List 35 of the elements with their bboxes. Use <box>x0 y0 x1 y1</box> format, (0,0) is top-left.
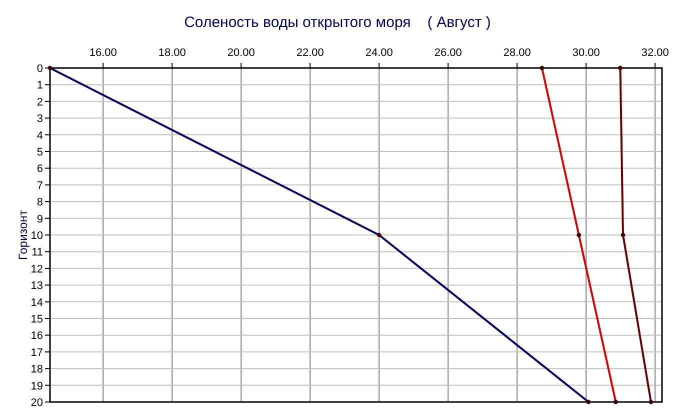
y-tick-label: 2 <box>36 96 43 108</box>
y-tick-label: 10 <box>30 230 43 242</box>
y-tick-label: 20 <box>30 397 43 409</box>
chart-title: Соленость воды открытого моря ( Август ) <box>184 14 491 31</box>
x-tick-label: 20.00 <box>227 47 255 59</box>
y-tick-label: 16 <box>30 330 43 342</box>
y-tick-label: 14 <box>30 296 43 309</box>
x-tick-label: 22.00 <box>296 47 324 59</box>
y-tick-label: 5 <box>36 146 43 158</box>
x-tick-label: 26.00 <box>434 47 462 59</box>
y-tick-label: 18 <box>30 364 43 376</box>
y-tick-label: 17 <box>30 346 43 359</box>
y-tick-label: 8 <box>36 196 43 209</box>
y-tick-label: 11 <box>32 246 43 259</box>
y-axis-title: Горизонт <box>16 210 30 260</box>
x-tick-label: 32.00 <box>641 47 669 59</box>
point <box>618 66 622 70</box>
x-tick-label: 18.00 <box>158 47 186 59</box>
y-tick-label: 15 <box>30 314 43 326</box>
y-tick-label: 19 <box>30 380 43 392</box>
y-tick-label: 12 <box>30 263 43 276</box>
x-tick-label: 30.00 <box>572 47 600 59</box>
point <box>620 232 626 238</box>
x-tick-label: 16.00 <box>89 47 117 59</box>
y-tick-label: 3 <box>36 113 43 126</box>
y-tick-label: 4 <box>36 130 43 142</box>
y-tick-label: 9 <box>36 213 43 226</box>
x-tick-label: 24.00 <box>365 47 393 59</box>
x-tick-label: 28.00 <box>503 47 531 59</box>
y-tick-label: 1 <box>36 80 43 92</box>
point <box>648 400 654 404</box>
y-tick-label: 7 <box>36 180 43 192</box>
y-tick-label: 0 <box>36 63 43 75</box>
y-tick-label: 6 <box>36 163 43 176</box>
y-tick-label: 13 <box>30 280 43 292</box>
